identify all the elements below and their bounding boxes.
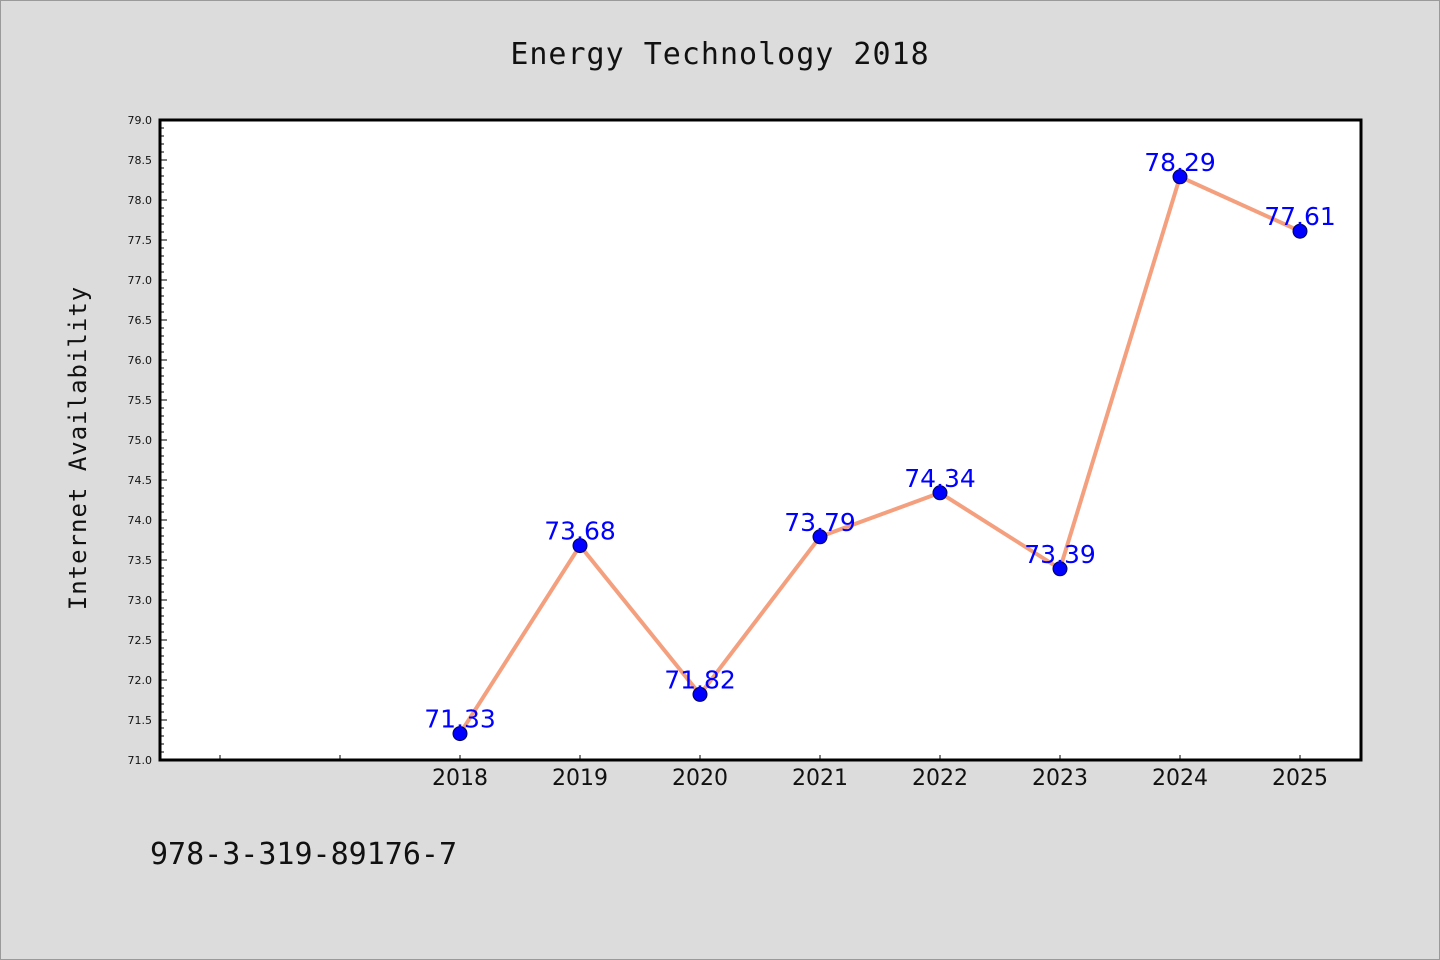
y-tick-label: 75.0 (128, 434, 153, 447)
y-tick-label: 72.0 (128, 674, 153, 687)
y-tick-label: 78.0 (128, 194, 153, 207)
x-tick-label: 2025 (1272, 766, 1328, 791)
x-tick-label: 2021 (792, 766, 848, 791)
y-tick-label: 73.5 (128, 554, 153, 567)
x-tick-label: 2022 (912, 766, 968, 791)
y-tick-label: 77.0 (128, 274, 153, 287)
data-point (1172, 169, 1188, 185)
data-point (572, 538, 588, 554)
data-label: 74.34 (904, 464, 976, 493)
plot-area (158, 118, 1363, 762)
isbn-text: 978-3-319-89176-7 (150, 837, 457, 872)
data-label: 73.39 (1024, 540, 1096, 569)
data-label: 73.68 (544, 517, 616, 546)
y-tick-label: 79.0 (128, 114, 153, 127)
y-tick-label: 76.0 (128, 354, 153, 367)
x-axis: 2018 2019 2020 2021 2022 2023 2024 2025 (219, 755, 1328, 791)
data-point (692, 686, 708, 702)
series-line (458, 174, 1302, 736)
data-label: 73.79 (784, 508, 856, 537)
y-tick-label: 74.0 (128, 514, 153, 527)
data-point (932, 485, 948, 501)
y-tick-label: 71.5 (128, 714, 153, 727)
series-layer: 71.33 73.68 71.82 73.79 74.34 73.39 78.29 77.61 (424, 148, 1336, 742)
y-tick-label: 71.0 (128, 754, 153, 767)
data-point (812, 529, 828, 545)
x-tick-label: 2019 (552, 766, 608, 791)
data-label: 71.33 (424, 705, 496, 734)
data-point (1292, 223, 1308, 239)
x-tick-label: 2020 (672, 766, 728, 791)
y-tick-label: 73.0 (128, 594, 153, 607)
data-label: 77.61 (1264, 202, 1336, 231)
data-label: 78.29 (1144, 148, 1216, 177)
y-tick-label: 74.5 (128, 474, 153, 487)
y-tick-label: 75.5 (128, 394, 153, 407)
x-tick-label: 2024 (1152, 766, 1208, 791)
y-tick-label: 77.5 (128, 234, 153, 247)
y-axis-label: Internet Availability (64, 286, 92, 610)
y-tick-label: 76.5 (128, 314, 153, 327)
x-tick-label: 2023 (1032, 766, 1088, 791)
x-tick-label: 2018 (432, 766, 488, 791)
y-tick-label: 78.5 (128, 154, 153, 167)
chart-title: Energy Technology 2018 (510, 37, 929, 72)
y-axis: 71.0 71.5 72.0 72.5 73.0 73.5 74.0 74.5 75.0 75.5… (128, 114, 167, 767)
data-point (1052, 561, 1068, 577)
y-tick-label: 72.5 (128, 634, 153, 647)
data-point (452, 726, 468, 742)
data-label: 71.82 (664, 665, 736, 694)
